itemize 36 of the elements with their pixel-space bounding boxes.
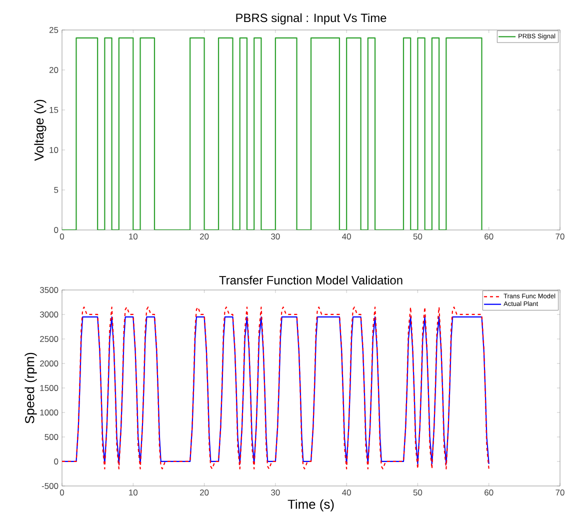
- x-tick-label: 10: [129, 490, 138, 496]
- y-tick-label: 20: [49, 66, 58, 73]
- y-axis-title: Voltage (v): [34, 100, 46, 161]
- y-tick-label: 5: [54, 187, 58, 193]
- y-tick-label: 2500: [40, 336, 58, 342]
- x-tick-label: 0: [60, 234, 64, 240]
- y-tick-label: 1000: [40, 409, 58, 416]
- x-tick-label: 60: [484, 234, 494, 240]
- x-tick-label: 40: [342, 234, 351, 240]
- y-tick-label: 3500: [40, 286, 58, 293]
- y-tick-label: 0: [54, 226, 58, 233]
- x-tick-label: 50: [413, 234, 422, 240]
- y-tick-label: 10: [50, 146, 58, 153]
- x-tick-label: 70: [556, 234, 564, 240]
- y-tick-label: 3000: [40, 311, 58, 318]
- y-tick-label: 500: [44, 434, 58, 440]
- x-tick-label: 20: [200, 234, 209, 240]
- x-tick-label: 0: [60, 490, 64, 496]
- x-tick-label: 30: [271, 490, 280, 496]
- chart-title: PBRS signal : Input Vs Time: [236, 13, 386, 24]
- chart-title: Transfer Function Model Validation: [219, 276, 402, 284]
- x-tick-label: 40: [342, 490, 351, 496]
- x-tick-label: 50: [413, 490, 422, 496]
- x-axis-title: Time (s): [288, 499, 334, 512]
- y-axis-title: Speed (rpm): [24, 352, 37, 424]
- y-tick-label: 2000: [40, 360, 58, 366]
- x-tick-label: 10: [129, 234, 138, 240]
- x-tick-label: 30: [271, 234, 280, 240]
- y-tick-label: 25: [49, 26, 58, 33]
- y-tick-label: 1500: [40, 384, 58, 391]
- y-tick-label: 15: [50, 107, 58, 113]
- y-tick-label: -500: [42, 482, 58, 489]
- y-tick-label: 0: [54, 458, 58, 464]
- x-tick-label: 20: [200, 490, 209, 496]
- x-tick-label: 70: [556, 490, 564, 496]
- x-tick-label: 60: [484, 490, 494, 496]
